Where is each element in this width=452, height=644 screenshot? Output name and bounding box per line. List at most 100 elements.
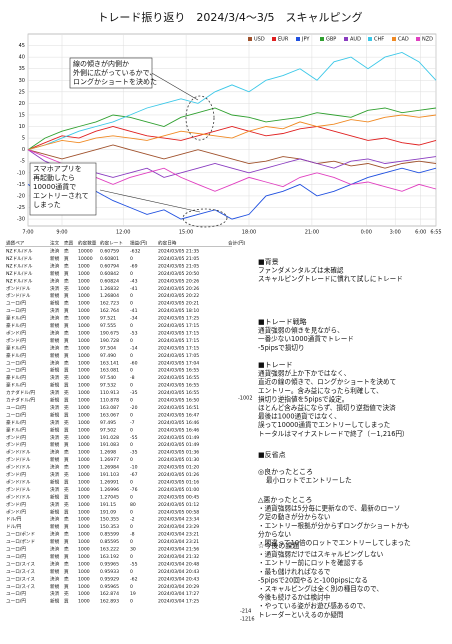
table-cell: 1.26832 (100, 286, 119, 292)
table-cell: 決済 (50, 329, 60, 336)
y-tick-label: 40 (19, 55, 25, 61)
table-cell: 0.85599 (100, 532, 119, 538)
table-cell: 2024/03/04 20:43 (158, 569, 199, 575)
series-line (27, 126, 437, 151)
table-cell: 買 (64, 457, 69, 463)
table-cell: 1000 (78, 293, 90, 299)
table-cell: 0 (130, 323, 133, 329)
table-cell: 決済 (50, 575, 60, 582)
table-cell: 新規 (50, 523, 60, 530)
table-cell: 1000 (78, 360, 90, 366)
annotation: 10000通貨で (33, 182, 76, 191)
table-cell: 191.028 (100, 435, 119, 441)
table-cell: 2024/03/05 16:46 (158, 427, 199, 433)
table-cell: ユーロ/スイス (6, 561, 35, 567)
note-line: トレーダーといえるのか疑問 (258, 610, 344, 619)
table-cell: 0 (130, 442, 133, 448)
table-cell: 97.490 (100, 353, 116, 359)
table-cell: 1000 (78, 442, 90, 448)
table-cell: 売 (64, 419, 69, 426)
table-cell: 決済 (50, 419, 60, 426)
table-cell: ポンド/円 (6, 441, 26, 448)
table-cell: 2024/03/04 17:25 (158, 599, 199, 605)
table-cell: 0 (130, 398, 133, 404)
table-cell: 2024/03/04 20:48 (158, 561, 199, 567)
highlight-ellipse (182, 208, 228, 228)
table-cell: 豪ドル/円 (6, 382, 26, 389)
table-cell: 豪ドル/円 (6, 419, 26, 426)
table-cell: 191.103 (100, 472, 119, 478)
table-cell: ユーロ/円 (6, 360, 26, 366)
table-cell: 決済 (50, 307, 60, 314)
table-cell: 買 (64, 494, 69, 500)
table-cell: 1000 (78, 539, 90, 545)
table-cell: 0.85595 (100, 539, 119, 545)
table-cell: 30 (130, 547, 136, 553)
table-cell: 新規 (50, 352, 60, 359)
legend-label: GBP (326, 37, 336, 43)
table-cell: 2024/03/05 16:51 (158, 405, 199, 411)
y-tick-label: 30 (19, 78, 25, 84)
note-line: 今後も続けるかは検討中 (258, 593, 330, 602)
y-tick-label: -15 (17, 182, 25, 188)
table-cell: 2024/03/05 20:21 (158, 301, 199, 307)
legend-swatch (344, 37, 348, 41)
table-cell: 0 (130, 479, 133, 485)
table-cell: 110.913 (100, 390, 119, 396)
table-cell: 0 (130, 539, 133, 545)
table-cell: 0 (130, 412, 133, 418)
annotation: 線の傾きが内側か (73, 59, 129, 68)
table-cell: 1000 (78, 494, 90, 500)
table-cell: 2024/03/05 01:12 (158, 502, 199, 508)
table-cell: 1000 (78, 323, 90, 329)
table-cell: ポンド/ドル (6, 478, 31, 485)
table-cell: ユーロ/円 (6, 412, 26, 418)
legend-swatch (272, 37, 276, 41)
table-cell: 新規 (50, 337, 60, 344)
x-tick-label: 3:00 (390, 230, 401, 236)
table-cell: 1000 (78, 517, 90, 523)
table-cell: 決済 (50, 531, 60, 538)
table-cell: 決済 (50, 546, 60, 553)
y-tick-label: -20 (17, 193, 25, 199)
note-line: ほとんど含み益にならず、損切り逆指値で決済 (258, 403, 396, 412)
table-cell: 1000 (78, 472, 90, 478)
table-cell: 売 (64, 285, 69, 292)
table-cell: 新規 (50, 508, 60, 515)
note-line: -5pipsで20回やると-100pipsになる (258, 576, 368, 584)
table-cell: -632 (130, 249, 141, 255)
table-cell: 0 (130, 524, 133, 530)
table-cell: 売 (64, 464, 69, 471)
callout-box (29, 162, 97, 216)
table-cell: 売 (64, 501, 69, 508)
table-cell: 豪ドル/円 (6, 344, 26, 351)
table-cell: 0.60824 (100, 278, 119, 284)
table-cell: 売 (64, 449, 69, 456)
legend-swatch (392, 37, 396, 41)
note-line: トータルはマイナストレードで終了（－1,216円） (258, 429, 409, 438)
note-line: 直近の線の傾きで、ロングかショートを決めて (258, 377, 396, 386)
legend-label: CHF (374, 37, 384, 43)
table-cell: -35 (130, 450, 138, 456)
table-cell: 1000 (78, 278, 90, 284)
table-cell: 売 (64, 486, 69, 493)
table-cell: 新規 (50, 367, 60, 374)
table-cell: 97.521 (100, 316, 116, 322)
table-cell: -62 (130, 576, 138, 582)
table-cell: 新規 (50, 300, 60, 307)
table-cell: 決済 (50, 434, 60, 441)
table-cell: ポンド/ドル (6, 456, 31, 463)
table-cell: -55 (130, 435, 138, 441)
table-cell: 売 (64, 277, 69, 284)
table-cell: 163.192 (100, 554, 119, 560)
table-cell: 売 (64, 374, 69, 381)
note-line: 通貨強弱が上か下かではなく、 (258, 369, 350, 378)
table-cell: 決済 (50, 359, 60, 366)
table-cell: 1000 (78, 338, 90, 344)
table-cell: 1000 (78, 569, 90, 575)
table-cell: ユーロ/ポンド (6, 538, 35, 545)
callout-box (69, 57, 153, 89)
table-cell: 新規 (50, 538, 60, 545)
x-tick-label: 18:00 (242, 230, 256, 236)
